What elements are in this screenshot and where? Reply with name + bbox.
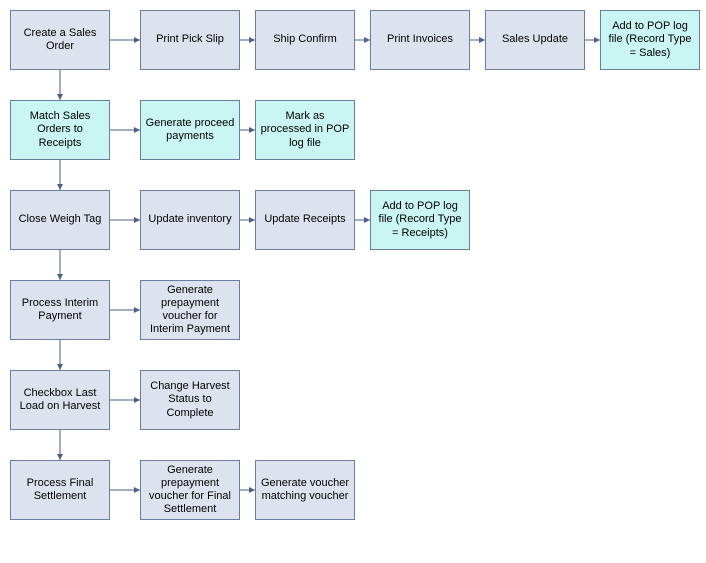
flowchart-node: Change Harvest Status to Complete bbox=[140, 370, 240, 430]
flowchart-node-label: Generate proceed payments bbox=[145, 117, 235, 143]
flowchart-node-label: Create a Sales Order bbox=[15, 27, 105, 53]
flowchart-node-label: Ship Confirm bbox=[273, 33, 337, 46]
flowchart-node: Mark as processed in POP log file bbox=[255, 100, 355, 160]
flowchart-node-label: Change Harvest Status to Complete bbox=[145, 380, 235, 420]
flowchart-node: Ship Confirm bbox=[255, 10, 355, 70]
flowchart-node-label: Match Sales Orders to Receipts bbox=[15, 110, 105, 150]
flowchart-node-label: Sales Update bbox=[502, 33, 568, 46]
flowchart-node-label: Mark as processed in POP log file bbox=[260, 110, 350, 150]
flowchart-node-label: Update inventory bbox=[148, 213, 231, 226]
flowchart-node: Add to POP log file (Record Type = Recei… bbox=[370, 190, 470, 250]
flowchart-node-label: Generate prepayment voucher for Interim … bbox=[145, 284, 235, 337]
flowchart-node: Sales Update bbox=[485, 10, 585, 70]
flowchart-node: Print Pick Slip bbox=[140, 10, 240, 70]
flowchart-node: Generate prepayment voucher for Final Se… bbox=[140, 460, 240, 520]
flowchart-node: Process Interim Payment bbox=[10, 280, 110, 340]
flowchart-node: Match Sales Orders to Receipts bbox=[10, 100, 110, 160]
flowchart-node-label: Generate prepayment voucher for Final Se… bbox=[145, 464, 235, 517]
flowchart-node: Add to POP log file (Record Type = Sales… bbox=[600, 10, 700, 70]
flowchart-node-label: Close Weigh Tag bbox=[19, 213, 102, 226]
flowchart-node-label: Update Receipts bbox=[264, 213, 345, 226]
flowchart-node: Close Weigh Tag bbox=[10, 190, 110, 250]
flowchart-node-label: Checkbox Last Load on Harvest bbox=[15, 387, 105, 413]
flowchart-node-label: Print Pick Slip bbox=[156, 33, 224, 46]
flowchart-node-label: Process Interim Payment bbox=[15, 297, 105, 323]
flowchart-node: Update inventory bbox=[140, 190, 240, 250]
flowchart-node: Process Final Settlement bbox=[10, 460, 110, 520]
flowchart-node: Generate proceed payments bbox=[140, 100, 240, 160]
flowchart-node-label: Process Final Settlement bbox=[15, 477, 105, 503]
flowchart-node: Print Invoices bbox=[370, 10, 470, 70]
flowchart-node: Generate voucher matching voucher bbox=[255, 460, 355, 520]
flowchart-node-label: Add to POP log file (Record Type = Sales… bbox=[605, 20, 695, 60]
flowchart-node-label: Add to POP log file (Record Type = Recei… bbox=[375, 200, 465, 240]
flowchart-node: Checkbox Last Load on Harvest bbox=[10, 370, 110, 430]
flowchart-node-label: Print Invoices bbox=[387, 33, 453, 46]
flowchart-node: Create a Sales Order bbox=[10, 10, 110, 70]
flowchart-node: Generate prepayment voucher for Interim … bbox=[140, 280, 240, 340]
flowchart-node-label: Generate voucher matching voucher bbox=[260, 477, 350, 503]
flowchart-node: Update Receipts bbox=[255, 190, 355, 250]
